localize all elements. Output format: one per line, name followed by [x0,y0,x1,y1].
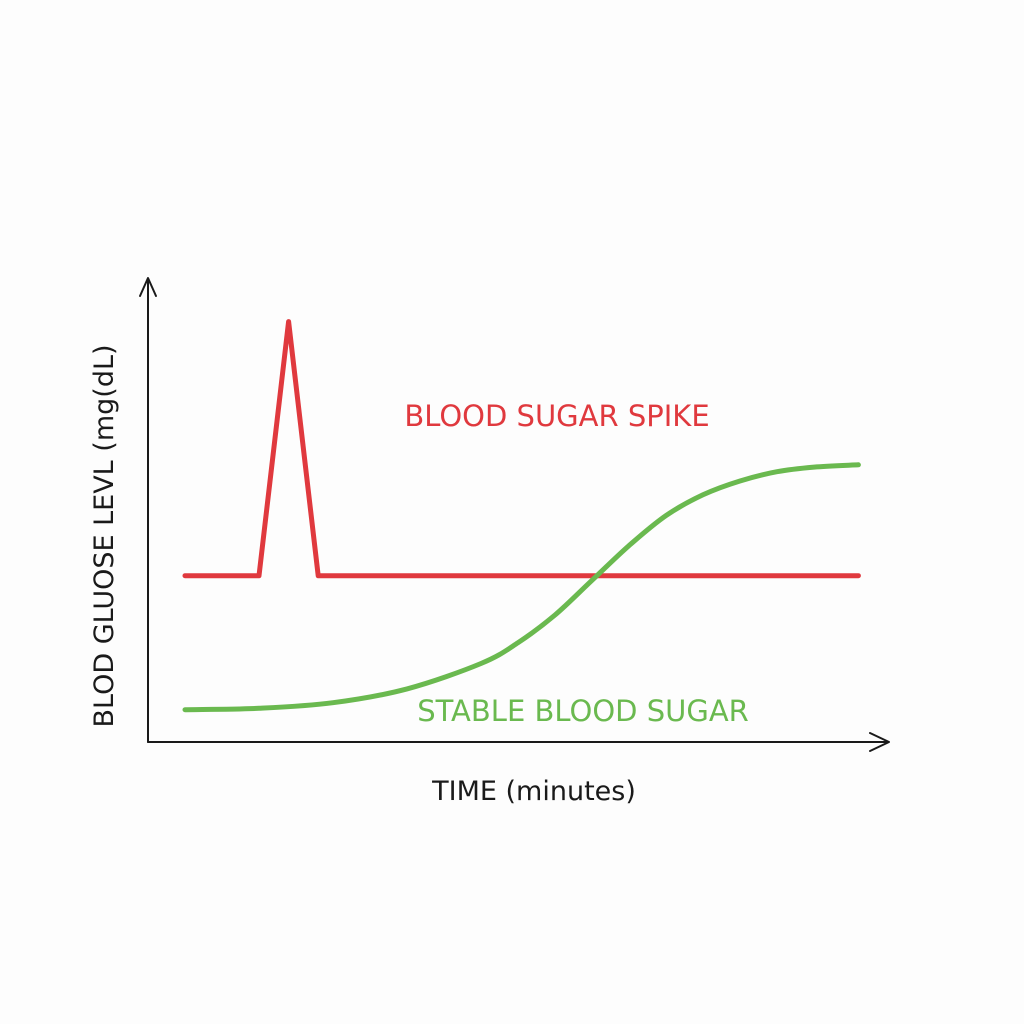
series-line-stable-blood-sugar [182,462,861,713]
plot-area [182,319,861,713]
series-label-stable-blood-sugar: STABLE BLOOD SUGAR [417,694,749,728]
y-axis-arrow [139,277,157,297]
series-label-blood-sugar-spike: BLOOD SUGAR SPIKE [404,399,709,433]
x-axis-arrow [869,732,890,752]
x-axis-title: TIME (minutes) [431,776,636,807]
series-line-blood-sugar-spike [182,319,861,579]
y-axis-title: BLOD GLUOSE LEVL (mg(dL) [89,344,120,727]
